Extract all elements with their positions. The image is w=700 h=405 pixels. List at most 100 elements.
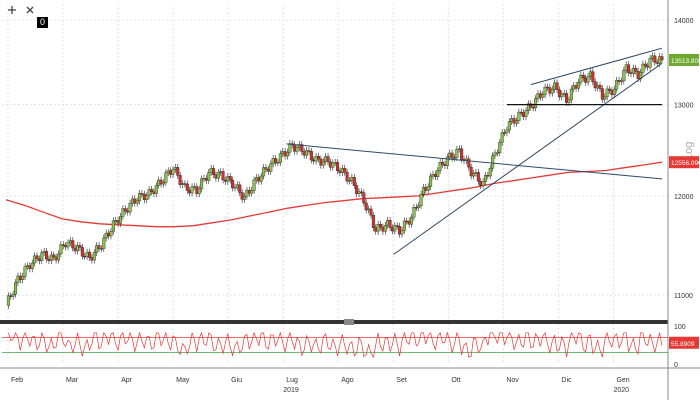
candle-body (491, 155, 495, 169)
year-label: 2019 (283, 387, 299, 394)
candle-body (78, 245, 82, 248)
x-tick-label: Lug (286, 377, 298, 384)
candle-body (59, 244, 63, 255)
grid (0, 4, 668, 364)
candle-body (76, 245, 80, 252)
candle-body (410, 216, 414, 225)
x-tick-label: Feb (11, 377, 23, 384)
candle-body (452, 157, 456, 159)
candle-body (11, 293, 15, 297)
candle-body (581, 74, 585, 79)
osc-value-tag-bg (669, 336, 699, 349)
candle-body (61, 244, 65, 246)
x-tick-label: Dic (561, 377, 572, 384)
last-price-tag: 13513.8096 (671, 58, 700, 65)
candle-body (154, 185, 158, 194)
candle-body (95, 245, 99, 253)
candle-body (393, 225, 397, 232)
candle-body (517, 111, 521, 121)
candle-body (483, 175, 487, 182)
candle-body (45, 251, 49, 260)
candle-body (228, 176, 232, 181)
candle-body (221, 171, 225, 181)
candle-body (569, 88, 573, 101)
candle-body (467, 158, 471, 168)
candle-body (634, 67, 638, 72)
close-icon[interactable] (22, 3, 38, 17)
x-tick-label: Gen (616, 377, 629, 384)
candle-body (615, 80, 619, 90)
candle-body (402, 220, 406, 231)
candle-body (388, 220, 392, 228)
osc-tick-label: 0 (674, 362, 678, 369)
candle-body (30, 262, 34, 270)
candle-body (608, 88, 612, 91)
candle-body (362, 192, 366, 204)
x-tick-label: Set (396, 377, 407, 384)
candle-body (586, 76, 590, 83)
candle-body (40, 252, 44, 262)
candle-body (178, 175, 182, 185)
candle-body (269, 163, 273, 172)
candle-body (83, 255, 87, 258)
candle-body (359, 191, 363, 194)
candle-body (619, 80, 623, 83)
candle-body (593, 81, 597, 89)
candle-body (379, 224, 383, 228)
candle-body (250, 190, 254, 194)
candle-body (200, 178, 204, 190)
candle-body (493, 152, 497, 156)
plus-icon[interactable] (4, 3, 20, 17)
y-tick-label: 12000 (674, 194, 694, 201)
candle-body (355, 185, 359, 194)
candle-body (52, 254, 56, 258)
candle-body (534, 98, 538, 109)
candle-body (212, 168, 216, 175)
candle-body (565, 93, 569, 103)
candle-body (503, 132, 507, 134)
candle-body (472, 172, 476, 177)
candle-body (138, 193, 142, 202)
candle-body (495, 152, 499, 155)
trendline-descending (286, 143, 663, 180)
candle-body (429, 175, 433, 187)
candle-body (455, 149, 459, 158)
candle-body (500, 132, 504, 143)
candle-body (481, 181, 485, 186)
candle-body (648, 58, 652, 68)
candle-body (135, 200, 139, 204)
candle-body (400, 230, 404, 235)
candle-body (364, 202, 368, 211)
candle-body (231, 179, 235, 189)
candle-body (421, 187, 425, 195)
candle-body (352, 177, 356, 186)
candle-body (505, 129, 509, 133)
candle-body (529, 103, 533, 108)
candle-body (348, 180, 352, 182)
candle-body (469, 166, 473, 177)
moving-average (5, 161, 663, 228)
candle-body (49, 254, 53, 261)
candle-body (14, 282, 18, 295)
candle-body (560, 93, 564, 98)
candle-body (643, 63, 647, 67)
candle-body (309, 151, 313, 161)
candle-body (56, 253, 60, 261)
y-tick-label: 14000 (674, 18, 694, 25)
zoom-badge[interactable]: 0 (37, 17, 48, 28)
candle-body (97, 245, 101, 249)
candle-body (164, 172, 168, 183)
candle-body (233, 186, 237, 189)
osc-tick-label: 100 (674, 324, 686, 331)
candle-body (612, 88, 616, 96)
candle-body (376, 224, 380, 232)
candle-body (145, 195, 149, 200)
candle-body (445, 156, 449, 166)
candle-body (326, 156, 330, 163)
candle-body (161, 182, 165, 185)
candle-body (419, 193, 423, 206)
candle-body (171, 169, 175, 175)
candle-body (80, 247, 84, 257)
candle-body (331, 162, 335, 168)
candle-body (627, 64, 631, 73)
